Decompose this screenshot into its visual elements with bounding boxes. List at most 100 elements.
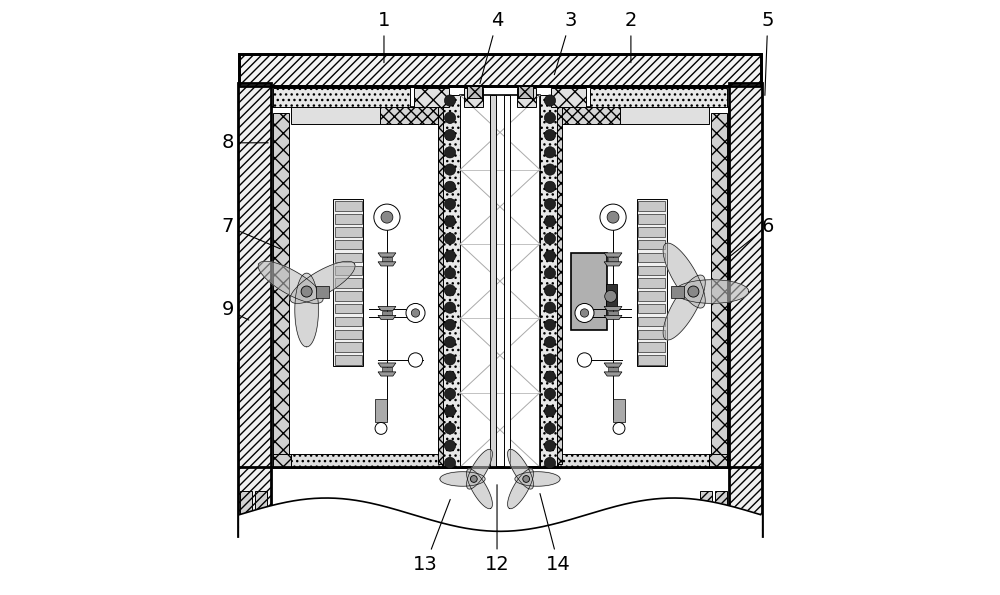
Circle shape	[444, 285, 456, 296]
Circle shape	[444, 112, 456, 123]
Text: 13: 13	[413, 499, 450, 574]
Polygon shape	[604, 363, 622, 367]
Bar	[729, 83, 762, 536]
Bar	[273, 454, 291, 467]
Bar	[438, 107, 443, 464]
Bar	[638, 355, 665, 365]
Circle shape	[444, 95, 456, 106]
Circle shape	[301, 286, 312, 297]
Circle shape	[444, 319, 456, 330]
Bar	[382, 367, 392, 372]
Text: 5: 5	[762, 11, 774, 95]
Text: 1: 1	[378, 11, 390, 62]
Circle shape	[444, 353, 456, 365]
Circle shape	[613, 422, 625, 434]
Circle shape	[688, 286, 699, 297]
Circle shape	[544, 130, 556, 140]
Circle shape	[523, 475, 530, 483]
Bar	[551, 88, 586, 107]
Text: 8: 8	[221, 133, 268, 152]
Bar	[238, 83, 271, 536]
Bar	[464, 88, 483, 107]
Text: 4: 4	[480, 11, 503, 83]
Circle shape	[544, 319, 556, 330]
Bar	[335, 253, 362, 262]
Circle shape	[444, 406, 456, 416]
Bar	[638, 240, 665, 249]
Bar	[671, 286, 684, 298]
Circle shape	[444, 250, 456, 261]
Bar	[335, 304, 362, 314]
Bar	[709, 454, 727, 467]
Circle shape	[544, 457, 556, 469]
Polygon shape	[663, 243, 705, 308]
Circle shape	[470, 475, 477, 483]
Circle shape	[411, 309, 420, 317]
Bar	[273, 88, 410, 107]
Polygon shape	[295, 273, 318, 347]
Circle shape	[444, 146, 456, 158]
Circle shape	[544, 388, 556, 400]
Circle shape	[580, 309, 589, 317]
Circle shape	[544, 181, 556, 193]
Polygon shape	[604, 253, 622, 257]
Bar	[557, 107, 729, 467]
Bar	[638, 253, 665, 262]
Bar	[382, 311, 392, 315]
Polygon shape	[675, 280, 749, 303]
Polygon shape	[508, 449, 533, 489]
Bar	[239, 86, 761, 467]
Bar	[382, 257, 392, 262]
Circle shape	[444, 388, 456, 400]
Bar	[239, 54, 761, 86]
Circle shape	[444, 457, 456, 469]
Polygon shape	[378, 363, 396, 367]
Bar	[608, 257, 618, 262]
Polygon shape	[290, 261, 355, 303]
Bar	[335, 265, 362, 275]
Bar	[518, 86, 533, 98]
Circle shape	[406, 303, 425, 322]
Bar	[335, 278, 362, 288]
Bar	[333, 199, 363, 366]
Bar	[608, 367, 618, 372]
Circle shape	[444, 181, 456, 193]
Circle shape	[544, 267, 556, 278]
Bar	[729, 363, 762, 419]
Polygon shape	[378, 315, 396, 320]
Bar	[335, 240, 362, 249]
Bar	[316, 286, 329, 298]
Bar	[375, 399, 387, 422]
Bar	[335, 355, 362, 365]
Bar	[443, 95, 460, 467]
Polygon shape	[467, 449, 492, 489]
Bar	[490, 95, 496, 467]
Bar	[240, 491, 252, 527]
Circle shape	[577, 353, 592, 367]
Bar	[255, 491, 267, 527]
Polygon shape	[378, 372, 396, 376]
Bar	[637, 199, 667, 366]
Bar	[638, 265, 665, 275]
Polygon shape	[378, 262, 396, 266]
Polygon shape	[604, 372, 622, 376]
Circle shape	[544, 371, 556, 382]
Circle shape	[444, 215, 456, 227]
Bar	[517, 88, 536, 107]
Text: 14: 14	[540, 494, 571, 574]
Bar	[590, 88, 727, 107]
Circle shape	[600, 204, 626, 230]
Circle shape	[444, 440, 456, 451]
Circle shape	[544, 406, 556, 416]
Bar	[638, 202, 665, 211]
Circle shape	[605, 290, 617, 302]
Circle shape	[444, 199, 456, 209]
Bar	[638, 304, 665, 314]
Text: 9: 9	[221, 300, 249, 320]
Bar	[557, 107, 562, 464]
Bar	[638, 278, 665, 288]
Bar	[467, 86, 482, 98]
Bar	[273, 113, 289, 464]
Polygon shape	[467, 469, 492, 509]
Bar	[540, 95, 557, 467]
